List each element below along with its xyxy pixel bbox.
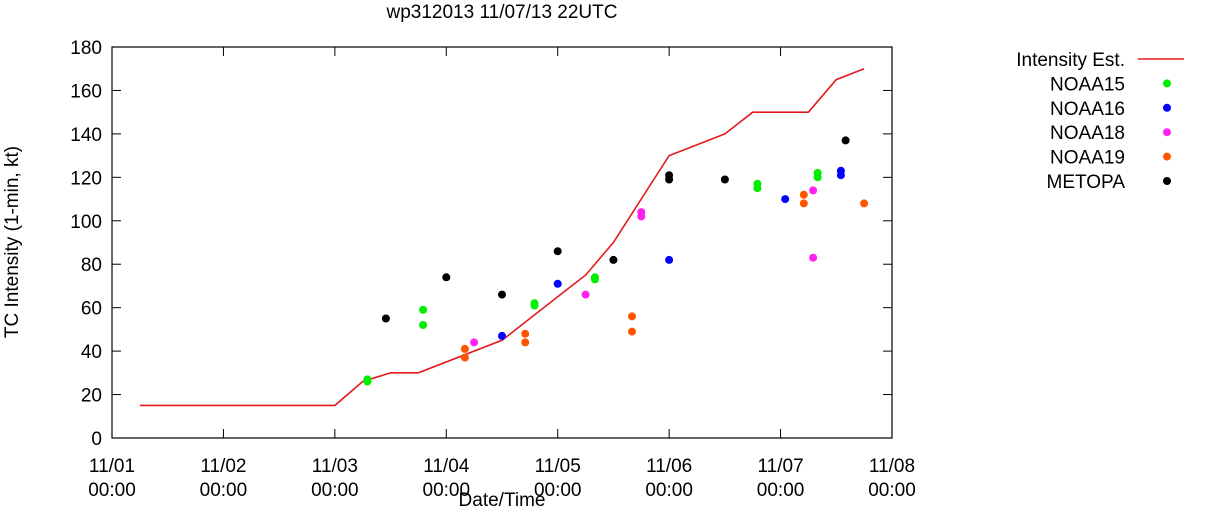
y-tick-label: 0 [91, 429, 102, 450]
legend-swatch-metopa [1163, 177, 1171, 185]
series-line-intensity-est [139, 67, 865, 407]
point-noaa18 [470, 338, 479, 347]
point-noaa15 [363, 377, 372, 386]
point-noaa15 [813, 173, 822, 182]
point-metopa [720, 175, 729, 184]
point-metopa [381, 314, 390, 323]
point-noaa19 [799, 190, 808, 199]
point-metopa [609, 255, 618, 264]
x-tick-label: 00:00 [88, 480, 136, 501]
legend-label-noaa19: NOAA19 [1050, 148, 1125, 169]
point-noaa18 [809, 253, 818, 262]
point-noaa16 [836, 171, 845, 180]
y-tick-label: 120 [70, 168, 102, 189]
point-noaa19 [628, 312, 636, 321]
chart-title: wp312013 11/07/13 22UTC [386, 2, 618, 23]
legend-label-noaa16: NOAA16 [1050, 99, 1125, 120]
point-noaa15 [530, 301, 539, 310]
y-tick-label: 20 [81, 386, 102, 407]
y-tick-label: 60 [81, 299, 102, 320]
point-metopa [498, 290, 506, 299]
x-tick-label: 11/05 [535, 456, 581, 477]
point-noaa16 [553, 279, 562, 288]
x-tick-label: 11/03 [312, 456, 358, 477]
plot-frame [111, 46, 893, 439]
point-noaa19 [799, 199, 808, 208]
legend-swatch-noaa16 [1163, 103, 1171, 112]
point-noaa15 [753, 184, 762, 193]
point-metopa [841, 136, 850, 145]
point-noaa16 [781, 195, 790, 204]
x-tick-label: 11/04 [423, 456, 470, 477]
point-noaa19 [460, 344, 469, 353]
point-noaa18 [581, 290, 590, 299]
y-tick-label: 40 [81, 342, 102, 363]
x-tick-label: 00:00 [645, 480, 693, 501]
point-metopa [553, 247, 562, 256]
x-axis: 11/01 00:00 11/02 00:00 11/03 00:00 11/04 00:00… [88, 47, 916, 501]
y-axis: 0 20 40 60 80 100 120 140 160 180 [70, 38, 892, 450]
y-axis-label: TC Intensity (1-min, kt) [2, 146, 23, 338]
y-tick-label: 180 [70, 38, 102, 59]
point-noaa19 [521, 338, 530, 347]
y-tick-label: 140 [70, 125, 102, 146]
y-tick-label: 160 [70, 81, 102, 102]
x-tick-label: 11/02 [200, 456, 246, 477]
point-noaa19 [521, 329, 530, 338]
point-noaa18 [637, 212, 646, 221]
legend-label-metopa: METOPA [1047, 172, 1126, 193]
legend-swatch-noaa19 [1163, 152, 1171, 161]
legend-label-noaa15: NOAA15 [1050, 74, 1125, 95]
point-noaa19 [460, 353, 469, 362]
x-tick-label: 00:00 [311, 480, 359, 501]
x-axis-label: Date/Time [459, 490, 546, 509]
legend-swatch-noaa15 [1163, 79, 1171, 88]
x-tick-label: 00:00 [757, 480, 805, 501]
point-metopa [442, 273, 451, 282]
point-noaa15 [590, 275, 599, 284]
point-noaa19 [860, 199, 869, 208]
legend-label-noaa18: NOAA18 [1050, 123, 1125, 144]
point-noaa16 [498, 331, 506, 340]
y-tick-label: 100 [70, 212, 102, 233]
point-noaa19 [628, 327, 636, 336]
x-tick-label: 11/07 [758, 456, 804, 477]
point-noaa16 [665, 255, 674, 264]
x-tick-label: 11/08 [869, 456, 915, 477]
plot-area [139, 67, 869, 407]
point-noaa15 [419, 305, 428, 314]
y-tick-label: 80 [81, 255, 102, 276]
x-tick-label: 00:00 [423, 480, 471, 501]
x-tick-label: 11/06 [646, 456, 692, 477]
legend-swatch-noaa18 [1163, 128, 1171, 137]
point-noaa18 [809, 186, 818, 195]
x-tick-label: 00:00 [534, 480, 582, 501]
point-noaa15 [419, 321, 428, 329]
x-tick-label: 00:00 [868, 480, 916, 501]
legend-label-intensity-est: Intensity Est. [1016, 50, 1125, 71]
point-metopa [665, 175, 674, 184]
x-tick-label: 11/01 [89, 456, 135, 477]
x-tick-label: 00:00 [200, 480, 248, 501]
legend: Intensity Est. NOAA15 NOAA16 NOAA18 NOAA19 ME… [1016, 50, 1184, 193]
